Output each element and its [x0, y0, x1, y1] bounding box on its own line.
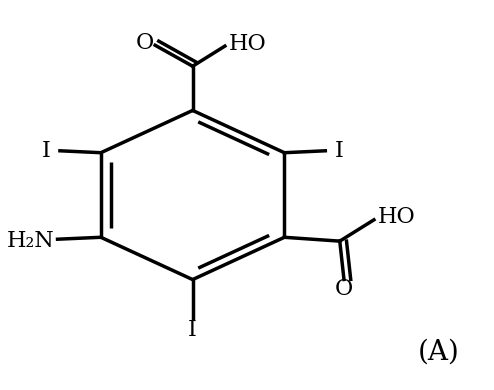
Text: I: I — [42, 140, 51, 162]
Text: HO: HO — [378, 206, 416, 228]
Text: O: O — [335, 278, 353, 300]
Text: (A): (A) — [417, 339, 459, 366]
Text: O: O — [135, 32, 154, 54]
Text: HO: HO — [229, 33, 267, 55]
Text: I: I — [334, 140, 343, 162]
Text: I: I — [188, 319, 197, 340]
Text: H₂N: H₂N — [7, 230, 55, 252]
